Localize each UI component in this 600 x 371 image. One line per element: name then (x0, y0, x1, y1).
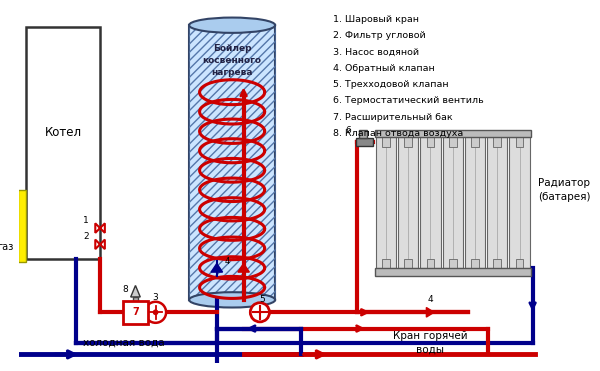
Bar (404, 137, 412, 147)
Polygon shape (238, 263, 250, 272)
Bar (18, 190, 26, 262)
Text: 1: 1 (83, 216, 89, 225)
Bar (493, 137, 501, 147)
Bar (189, 25, 275, 300)
Text: 7. Расширительный бак: 7. Расширительный бак (332, 112, 452, 122)
Bar (449, 137, 457, 147)
Circle shape (145, 302, 166, 323)
Bar (382, 137, 389, 147)
Bar (443, 137, 463, 268)
Text: 1. Шаровый кран: 1. Шаровый кран (332, 15, 419, 24)
Text: Котел: Котел (44, 126, 82, 139)
Bar (26, 27, 100, 259)
Polygon shape (211, 263, 223, 272)
Bar (516, 137, 523, 147)
Bar (133, 297, 139, 303)
Text: 3: 3 (152, 293, 158, 302)
Bar (398, 137, 418, 268)
Text: холодная вода: холодная вода (83, 338, 165, 348)
Text: 2: 2 (83, 232, 89, 241)
Bar (356, 138, 373, 146)
Text: 8. Клапан отвода воздуха: 8. Клапан отвода воздуха (332, 129, 463, 138)
Bar (123, 301, 148, 324)
Bar (404, 259, 412, 268)
Text: 4. Обратный клапан: 4. Обратный клапан (332, 64, 434, 73)
Text: 4: 4 (427, 295, 433, 304)
Bar (471, 259, 479, 268)
Bar (375, 268, 530, 276)
Bar (516, 259, 523, 268)
Bar (427, 259, 434, 268)
Bar (487, 137, 508, 268)
Text: 8: 8 (122, 285, 128, 294)
Bar (376, 137, 396, 268)
Text: Радиатор
(батарея): Радиатор (батарея) (538, 178, 591, 202)
Bar (375, 129, 530, 137)
Bar (420, 137, 440, 268)
Bar (359, 131, 367, 138)
Bar (449, 259, 457, 268)
Text: 5: 5 (259, 295, 265, 304)
Text: 4: 4 (224, 257, 230, 266)
Circle shape (250, 303, 269, 322)
Text: Бойлер
косвенного
нагрева: Бойлер косвенного нагрева (203, 44, 262, 77)
Bar (189, 25, 275, 300)
Text: 6: 6 (345, 126, 351, 135)
Ellipse shape (189, 292, 275, 308)
Bar (471, 137, 479, 147)
Text: Кран горячей
воды: Кран горячей воды (393, 331, 467, 355)
Bar (427, 137, 434, 147)
Text: 5. Трехходовой клапан: 5. Трехходовой клапан (332, 80, 448, 89)
Text: 2. Фильтр угловой: 2. Фильтр угловой (332, 31, 425, 40)
Polygon shape (95, 240, 105, 249)
Text: газ: газ (0, 242, 14, 252)
Ellipse shape (189, 17, 275, 33)
Polygon shape (95, 223, 105, 233)
Polygon shape (131, 286, 140, 297)
Bar (493, 259, 501, 268)
Bar (509, 137, 530, 268)
Polygon shape (427, 308, 434, 317)
Bar (465, 137, 485, 268)
Bar (382, 259, 389, 268)
Text: 6. Термостатический вентиль: 6. Термостатический вентиль (332, 96, 484, 105)
Text: 3. Насос водяной: 3. Насос водяной (332, 47, 419, 56)
Circle shape (152, 309, 158, 315)
Text: 7: 7 (132, 307, 139, 317)
